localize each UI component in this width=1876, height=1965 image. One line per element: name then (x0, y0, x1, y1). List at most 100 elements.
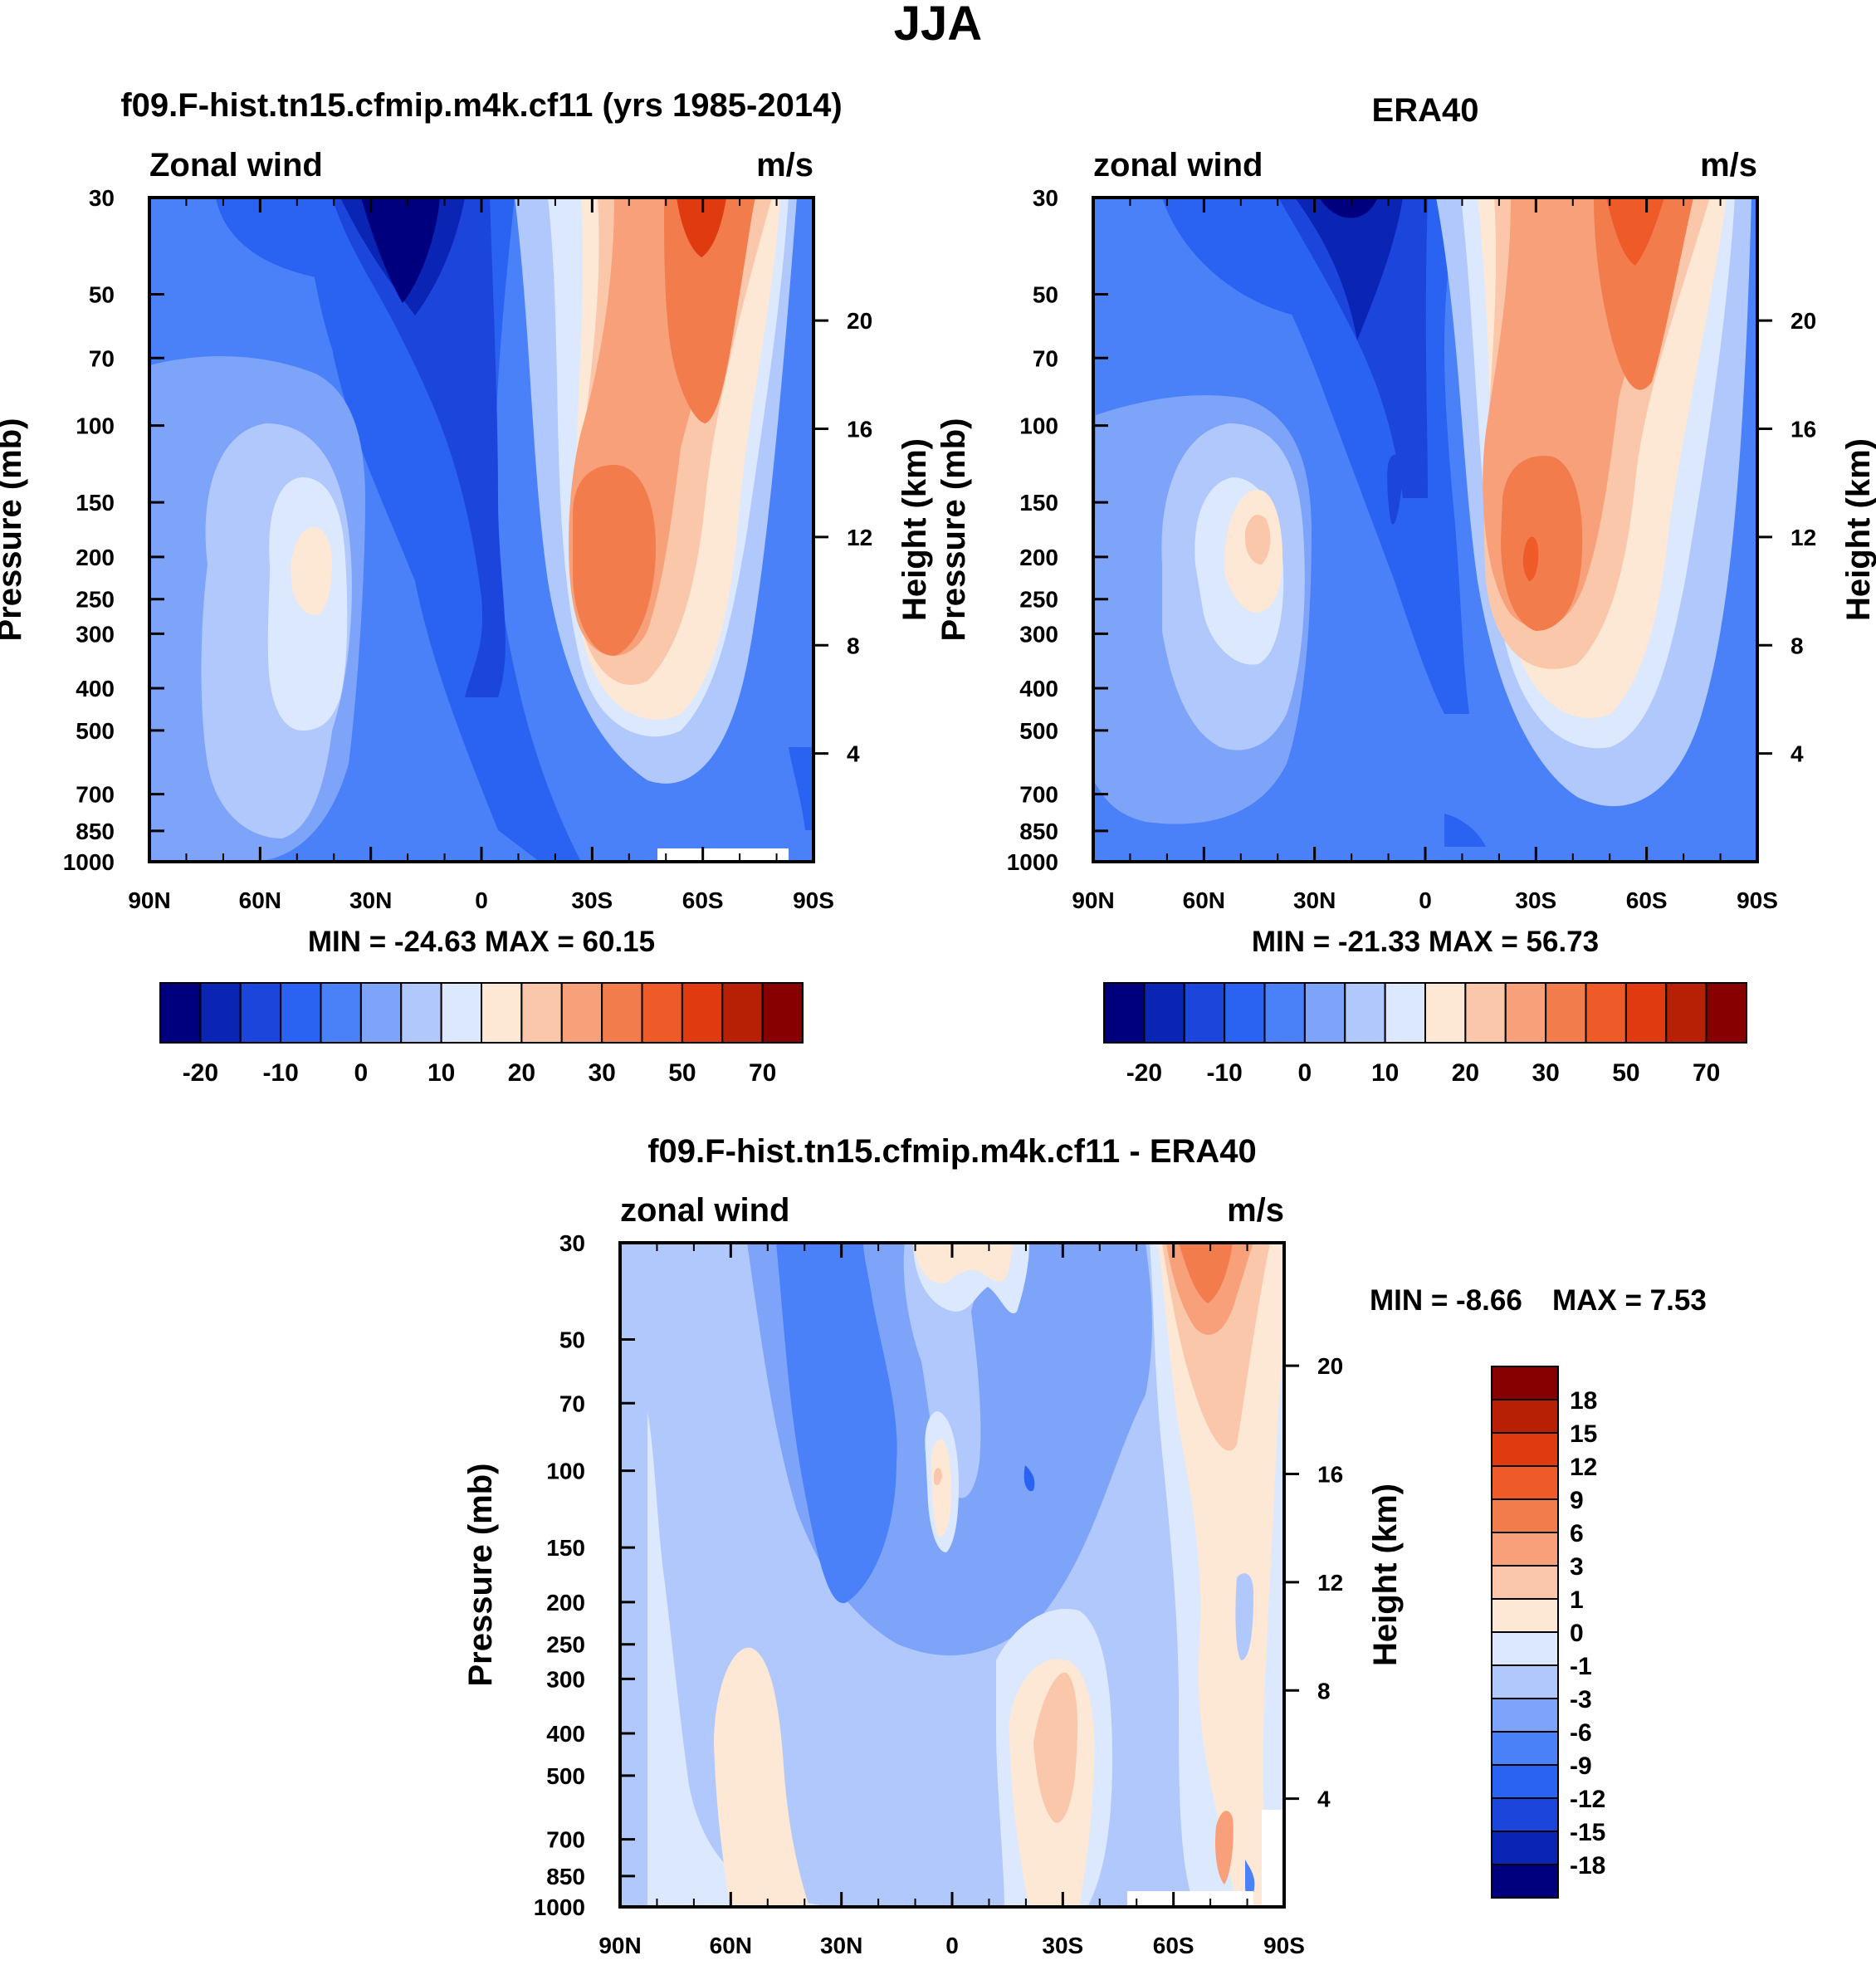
colorbar-swatch (1491, 1565, 1559, 1600)
y-tick-label: 700 (546, 1827, 585, 1853)
colorbar-swatch (1224, 982, 1266, 1044)
x-tick-label: 90S (1737, 887, 1778, 913)
panel-difference-variable-label: zonal wind (620, 1192, 789, 1229)
colorbar-label: -9 (1570, 1752, 1592, 1780)
colorbar-label: -10 (262, 1059, 298, 1087)
y-axis-right-title: Height (km) (1367, 1484, 1404, 1666)
colorbar-swatch (1491, 1731, 1559, 1766)
y-tick-label: 300 (76, 621, 115, 647)
panel-era40-units-label: m/s (1700, 147, 1757, 183)
colorbar-swatch (721, 982, 764, 1044)
y-tick-label: 70 (559, 1391, 585, 1416)
colorbar-swatch (761, 982, 804, 1044)
colorbar-swatch (1545, 982, 1587, 1044)
panel-model-title: f09.F-hist.tn15.cfmip.m4k.cf11 (yrs 1985… (120, 87, 842, 124)
x-tick-label: 60N (1183, 887, 1225, 913)
y-tick-label: 50 (559, 1327, 585, 1353)
y-axis-title: Pressure (mb) (936, 418, 972, 642)
panel-model-units-label: m/s (756, 147, 813, 183)
y-tick-label: 150 (76, 490, 115, 516)
colorbar-swatch (1491, 1831, 1559, 1865)
colorbar-swatch (1665, 982, 1707, 1044)
colorbar-label: 70 (1693, 1059, 1720, 1087)
colorbar-swatch (1263, 982, 1306, 1044)
colorbar-swatch (1491, 1698, 1559, 1733)
height-tick-label: 16 (1317, 1462, 1343, 1488)
height-tick-label: 4 (1317, 1787, 1331, 1812)
x-tick-label: 60S (1153, 1933, 1194, 1958)
colorbar-swatch (1491, 1498, 1559, 1533)
y-tick-label: 30 (559, 1230, 585, 1256)
x-tick-label: 30S (1042, 1933, 1083, 1958)
panel-era40-min-max: MIN = -21.33 MAX = 56.73 (1252, 926, 1599, 958)
y-tick-label: 1000 (63, 849, 115, 875)
y-tick-label: 250 (546, 1632, 585, 1658)
x-tick-label: 90N (1072, 887, 1114, 913)
y-tick-label: 70 (89, 345, 115, 371)
colorbar-label: 9 (1570, 1487, 1584, 1514)
colorbar-label: 30 (588, 1059, 615, 1087)
colorbar-label: -20 (1126, 1059, 1162, 1087)
x-tick-label: 30N (349, 887, 392, 913)
x-tick-label: 60S (682, 887, 724, 913)
colorbar-swatch (1143, 982, 1185, 1044)
x-tick-label: 0 (945, 1933, 959, 1958)
x-tick-label: 60N (710, 1933, 752, 1958)
colorbar-label: 1 (1570, 1586, 1584, 1614)
height-tick-label: 8 (847, 633, 860, 658)
x-tick-label: 90N (128, 887, 170, 913)
colorbar-label: 10 (1371, 1059, 1399, 1087)
colorbar-label: 15 (1570, 1420, 1597, 1448)
x-tick-label: 90S (1263, 1933, 1305, 1958)
colorbar-label: 6 (1570, 1520, 1584, 1547)
figure-title: JJA (894, 0, 982, 51)
colorbar-label: 10 (427, 1059, 455, 1087)
y-tick-label: 700 (76, 782, 115, 808)
colorbar-swatch (681, 982, 724, 1044)
y-tick-label: 100 (546, 1459, 585, 1484)
panel-model-colorbar: -20 -10 0 10 20 30 50 70 (159, 982, 804, 1087)
y-tick-label: 200 (1019, 545, 1058, 570)
colorbar-label: -20 (183, 1059, 218, 1087)
height-tick-label: 20 (1317, 1353, 1343, 1379)
y-tick-label: 500 (1019, 718, 1058, 744)
colorbar-swatch (1585, 982, 1627, 1044)
y-tick-label: 400 (546, 1721, 585, 1747)
colorbar-swatch (1504, 982, 1547, 1044)
colorbar-label: 0 (354, 1059, 369, 1087)
colorbar-swatch (1384, 982, 1426, 1044)
panel-difference-min: MIN = -8.66 (1370, 1284, 1522, 1317)
height-tick-label: 8 (1317, 1678, 1331, 1703)
height-tick-label: 8 (1791, 633, 1804, 658)
y-tick-label: 150 (1019, 490, 1058, 516)
x-tick-label: 90S (793, 887, 834, 913)
colorbar-swatch (280, 982, 322, 1044)
x-tick-label: 0 (475, 887, 488, 913)
colorbar-swatch (1491, 1432, 1559, 1467)
x-tick-label: 30S (571, 887, 613, 913)
height-tick-label: 4 (1791, 741, 1804, 767)
colorbar-swatch (1303, 982, 1346, 1044)
colorbar-swatch (239, 982, 282, 1044)
height-tick-label: 12 (1317, 1570, 1343, 1596)
panel-model-variable-label: Zonal wind (149, 147, 323, 183)
height-tick-label: 20 (847, 308, 872, 334)
height-tick-label: 4 (847, 741, 860, 767)
colorbar-label: 50 (1612, 1059, 1639, 1087)
colorbar-label: 20 (1452, 1059, 1479, 1087)
colorbar-swatch (1491, 1598, 1559, 1633)
height-tick-label: 16 (1791, 417, 1816, 442)
colorbar-swatch (1491, 1664, 1559, 1699)
colorbar-swatch (320, 982, 362, 1044)
colorbar-label: 0 (1298, 1059, 1312, 1087)
colorbar-swatch (1491, 1631, 1559, 1666)
y-tick-label: 850 (1019, 819, 1058, 844)
x-tick-label: 30S (1515, 887, 1556, 913)
panel-era40-contour-field (1093, 198, 1757, 862)
colorbar-swatch (560, 982, 603, 1044)
y-tick-label: 50 (89, 282, 115, 308)
colorbar-label: 12 (1570, 1454, 1597, 1481)
y-tick-label: 700 (1019, 782, 1058, 808)
x-tick-label: 60N (239, 887, 281, 913)
